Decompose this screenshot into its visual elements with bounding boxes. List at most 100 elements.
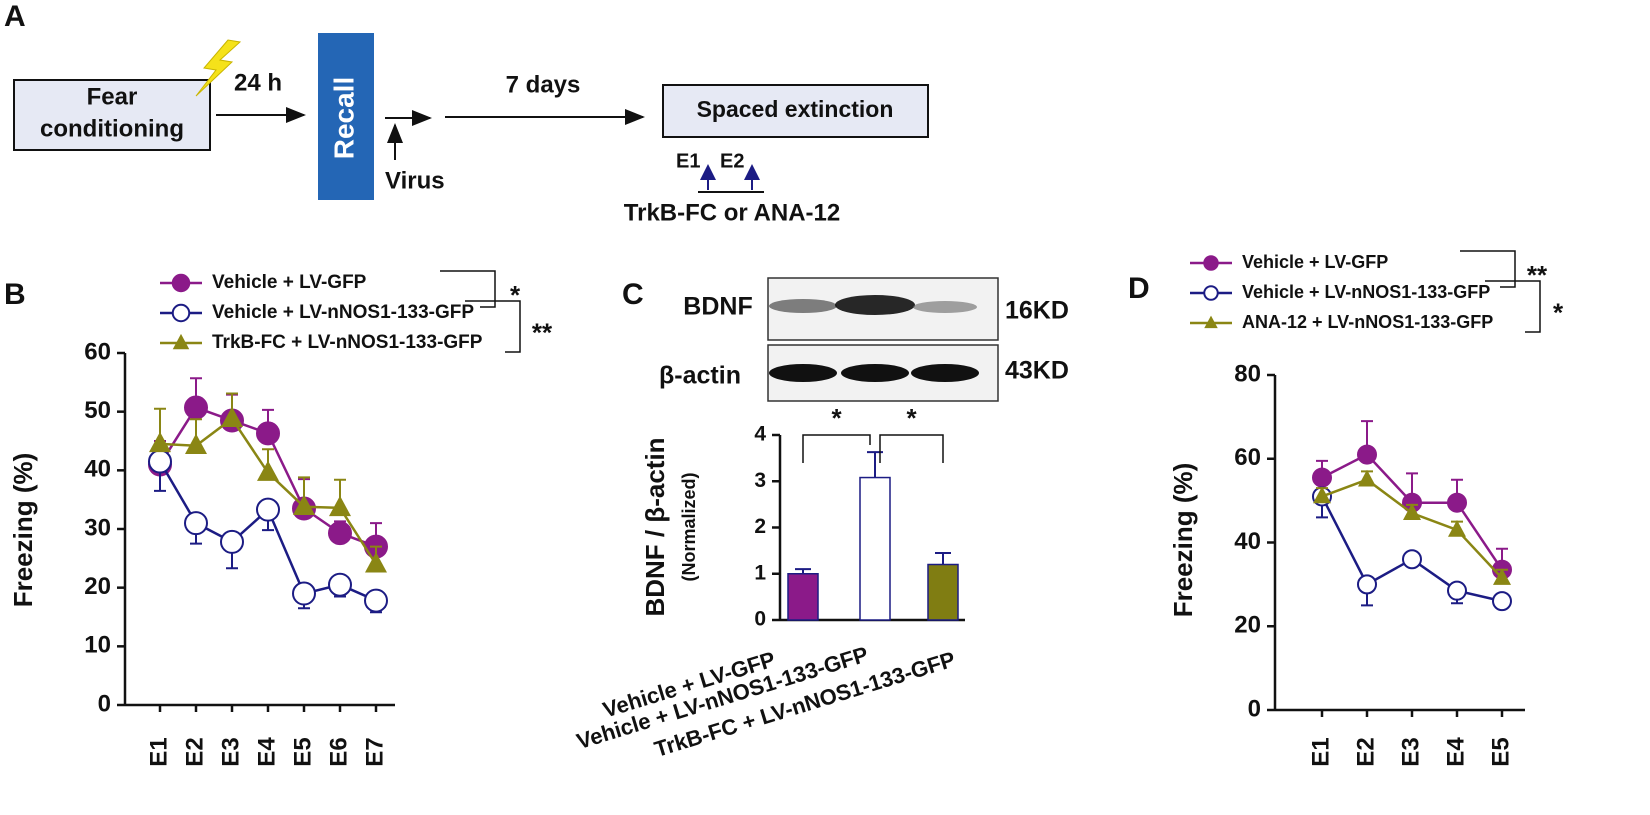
legend-marker	[1203, 255, 1219, 271]
step-box	[662, 84, 929, 138]
significance-label: **	[1527, 260, 1548, 290]
marker	[148, 449, 172, 474]
y-axis-label: (Normalized)	[679, 472, 699, 581]
marker	[184, 511, 208, 536]
y-tick-label: 60	[1234, 444, 1261, 471]
x-tick-label: E5	[289, 737, 316, 766]
band	[769, 364, 837, 382]
step-box	[13, 79, 211, 151]
y-axis-label: Freezing (%)	[8, 453, 38, 608]
timeline: Fear conditioning 24 h Recall Virus 7 da…	[13, 33, 929, 226]
x-tick-label: E5	[1487, 737, 1514, 766]
size-label: 43KD	[1005, 357, 1069, 385]
legend-label: ANA-12 + LV-nNOS1-133-GFP	[1242, 312, 1493, 332]
x-tick-label: E7	[361, 737, 388, 766]
x-tick-label: E3	[217, 737, 244, 766]
y-tick-label: 80	[1234, 360, 1261, 387]
marker	[292, 581, 316, 606]
significance-label: *	[906, 403, 917, 433]
shock-icon	[195, 39, 242, 97]
marker	[1313, 486, 1331, 504]
significance-bracket	[465, 300, 521, 353]
significance-label: *	[1553, 297, 1564, 327]
injection-label: Virus	[385, 167, 445, 194]
marker	[364, 588, 388, 613]
marker	[1357, 444, 1377, 465]
x-tick-label: E2	[181, 737, 208, 766]
step-label: Fear	[87, 83, 138, 110]
panel-label: A	[4, 0, 26, 33]
y-tick-label: 0	[98, 690, 111, 717]
significance-label: *	[831, 403, 842, 433]
band	[911, 364, 979, 382]
legend-label: Vehicle + LV-nNOS1-133-GFP	[212, 302, 474, 323]
size-label: 16KD	[1005, 297, 1069, 325]
interval-label: 24 h	[234, 69, 282, 96]
y-tick-label: 40	[1234, 528, 1261, 555]
y-tick-label: 0	[1248, 695, 1261, 722]
y-tick-label: 2	[754, 515, 766, 538]
significance-bracket	[1460, 250, 1516, 288]
x-tick-label: E6	[325, 737, 352, 766]
legend-marker	[172, 333, 190, 350]
step-label: conditioning	[40, 115, 184, 142]
blot-label: β-actin	[659, 362, 741, 390]
legend-marker	[171, 273, 191, 293]
band	[769, 299, 837, 313]
y-tick-label: 0	[754, 608, 766, 631]
significance-label: *	[510, 280, 521, 310]
session-label: E2	[720, 150, 744, 172]
significance-bracket	[879, 434, 944, 463]
recall-box	[318, 33, 374, 200]
marker	[1448, 520, 1466, 537]
error-bar	[935, 551, 951, 565]
marker	[220, 529, 244, 554]
marker	[328, 521, 352, 546]
treatment-label: TrkB-FC or ANA-12	[624, 199, 840, 226]
x-tick-label: E2	[1352, 737, 1379, 766]
legend-label: Vehicle + LV-GFP	[1242, 252, 1388, 272]
marker	[1447, 580, 1467, 601]
y-tick-label: 3	[754, 469, 766, 492]
marker	[256, 421, 280, 446]
marker	[329, 495, 351, 517]
marker	[1357, 574, 1377, 595]
band	[835, 295, 915, 315]
bar	[787, 573, 819, 621]
significance-bracket	[440, 270, 496, 308]
marker	[1358, 469, 1376, 487]
marker	[1402, 549, 1422, 570]
y-tick-label: 20	[1234, 612, 1261, 639]
legend-marker	[1204, 315, 1218, 329]
marker	[185, 433, 207, 454]
step-label: Spaced extinction	[697, 96, 894, 122]
marker	[149, 431, 171, 453]
y-tick-label: 50	[84, 397, 111, 424]
marker	[1312, 467, 1332, 488]
y-axis-label: BDNF / β-actin	[640, 437, 670, 616]
significance-label: **	[532, 317, 553, 347]
step-label: Recall	[328, 77, 359, 160]
y-tick-label: 40	[84, 456, 111, 483]
significance-bracket	[802, 434, 871, 463]
western-blot: BDNF β-actin 16KD 43KD	[659, 277, 1069, 402]
x-tick-label: E3	[1397, 737, 1424, 766]
y-tick-label: 1	[754, 561, 766, 584]
marker	[256, 497, 280, 522]
x-tick-label: E1	[145, 737, 172, 766]
legend-label: Vehicle + LV-GFP	[212, 272, 367, 293]
y-axis-label: Freezing (%)	[1168, 463, 1198, 618]
legend-marker	[1203, 285, 1219, 301]
bar	[859, 476, 891, 621]
y-tick-label: 30	[84, 514, 111, 541]
x-tick-label: E4	[253, 737, 280, 767]
significance-bracket	[1485, 280, 1541, 333]
panel-label: B	[4, 278, 26, 311]
marker	[1493, 568, 1511, 585]
x-tick-label: E1	[1307, 737, 1334, 766]
interval-label: 7 days	[506, 71, 581, 98]
y-tick-label: 4	[754, 423, 766, 446]
error-bar	[795, 568, 811, 574]
y-tick-label: 60	[84, 338, 111, 365]
